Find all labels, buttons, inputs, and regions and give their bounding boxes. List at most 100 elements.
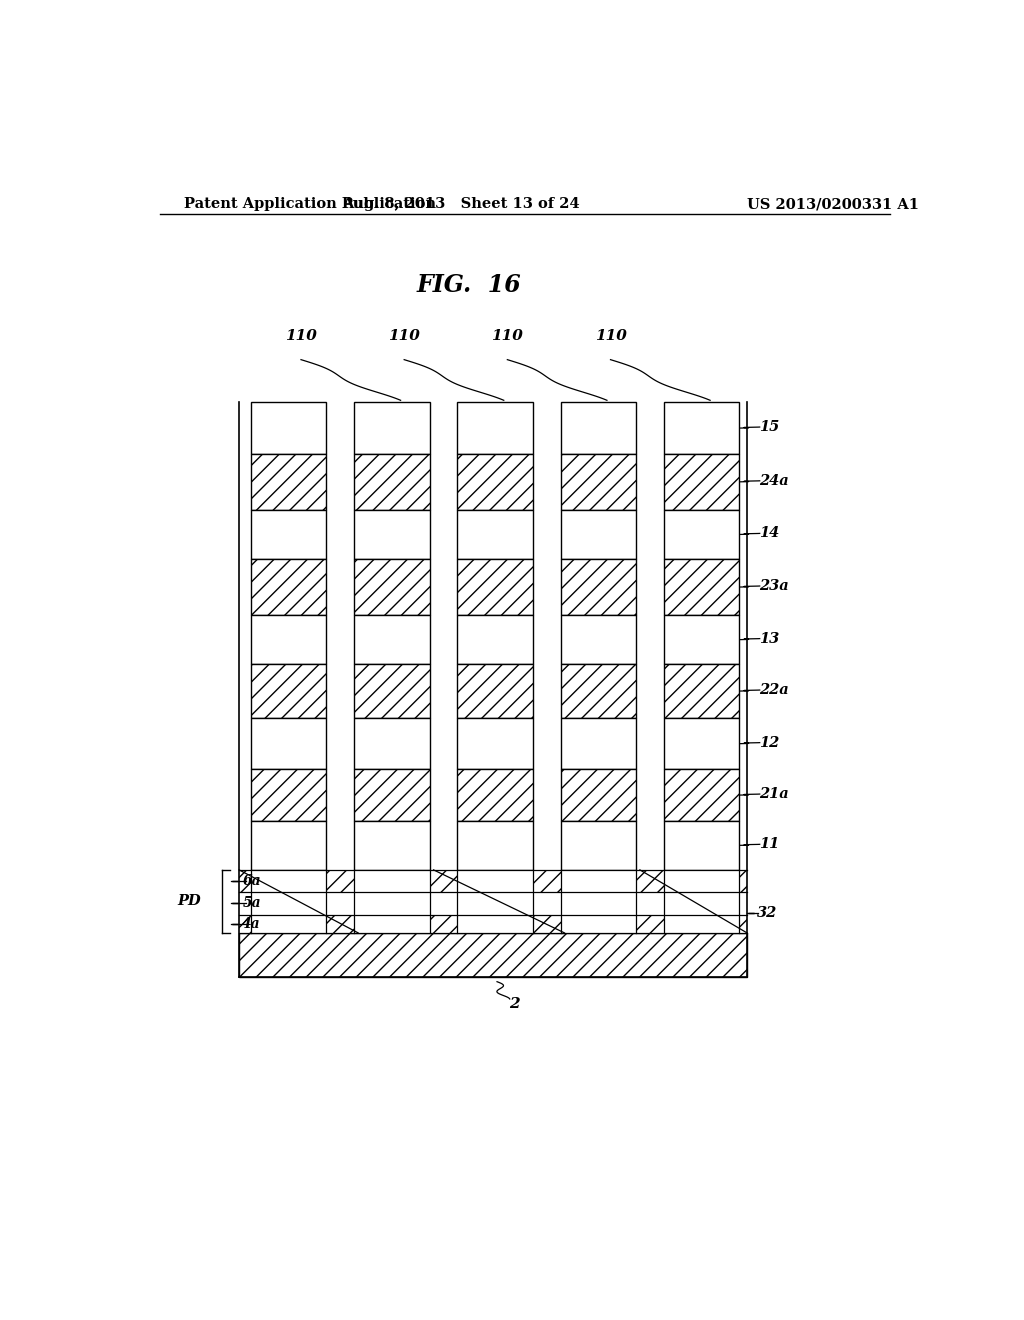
Text: 2: 2	[509, 997, 519, 1011]
Bar	[354, 870, 430, 892]
Bar	[532, 870, 560, 892]
Bar	[354, 558, 430, 615]
Text: US 2013/0200331 A1: US 2013/0200331 A1	[748, 197, 919, 211]
Bar	[430, 915, 458, 933]
Bar	[664, 770, 739, 821]
Bar	[251, 454, 327, 510]
Bar	[354, 770, 430, 821]
Text: 110: 110	[388, 330, 420, 343]
Bar	[560, 403, 636, 454]
Bar	[251, 718, 327, 770]
Bar	[458, 403, 532, 454]
Bar	[251, 892, 327, 915]
Bar	[354, 615, 430, 664]
Bar	[240, 933, 748, 977]
Bar	[560, 892, 636, 915]
Bar	[430, 892, 458, 915]
Text: 22a: 22a	[759, 682, 788, 697]
Bar	[664, 615, 739, 664]
Text: 23a: 23a	[759, 579, 788, 593]
Bar	[251, 770, 327, 821]
Bar	[458, 892, 532, 915]
Bar	[560, 770, 636, 821]
Text: 11: 11	[759, 837, 779, 851]
Bar	[458, 821, 532, 870]
Bar	[354, 718, 430, 770]
Text: Patent Application Publication: Patent Application Publication	[183, 197, 435, 211]
Bar	[560, 718, 636, 770]
Bar	[560, 915, 636, 933]
Bar	[636, 870, 664, 892]
Text: Aug. 8, 2013   Sheet 13 of 24: Aug. 8, 2013 Sheet 13 of 24	[342, 197, 581, 211]
Bar	[560, 821, 636, 870]
Bar	[354, 915, 430, 933]
Text: FIG.  16: FIG. 16	[417, 273, 521, 297]
Bar	[560, 664, 636, 718]
Text: 24a: 24a	[759, 474, 788, 488]
Bar	[251, 615, 327, 664]
Text: PD: PD	[177, 895, 201, 908]
Bar	[664, 454, 739, 510]
Bar	[664, 664, 739, 718]
Text: 21a: 21a	[759, 787, 788, 801]
Bar	[560, 558, 636, 615]
Bar	[240, 892, 251, 915]
Bar	[251, 915, 327, 933]
Text: 5a: 5a	[243, 896, 261, 911]
Bar	[739, 915, 748, 933]
Bar	[664, 403, 739, 454]
Bar	[251, 821, 327, 870]
Bar	[354, 403, 430, 454]
Bar	[251, 870, 327, 892]
Bar	[251, 558, 327, 615]
Bar	[560, 870, 636, 892]
Bar	[354, 821, 430, 870]
Bar	[458, 615, 532, 664]
Bar	[458, 770, 532, 821]
Bar	[664, 915, 739, 933]
Bar	[458, 454, 532, 510]
Text: 12: 12	[759, 735, 779, 750]
Text: 4a: 4a	[243, 917, 261, 931]
Bar	[354, 664, 430, 718]
Bar	[458, 718, 532, 770]
Bar	[354, 510, 430, 558]
Bar	[458, 558, 532, 615]
Text: 110: 110	[285, 330, 317, 343]
Bar	[251, 403, 327, 454]
Bar	[430, 870, 458, 892]
Bar	[240, 870, 251, 892]
Bar	[532, 892, 560, 915]
Bar	[664, 718, 739, 770]
Bar	[354, 454, 430, 510]
Text: 110: 110	[595, 330, 627, 343]
Bar	[664, 892, 739, 915]
Text: 15: 15	[759, 420, 779, 434]
Bar	[327, 870, 354, 892]
Bar	[458, 510, 532, 558]
Bar	[354, 892, 430, 915]
Bar	[739, 870, 748, 892]
Bar	[664, 821, 739, 870]
Bar	[664, 510, 739, 558]
Bar	[636, 915, 664, 933]
Bar	[251, 664, 327, 718]
Text: 32: 32	[758, 906, 777, 920]
Bar	[664, 870, 739, 892]
Bar	[664, 558, 739, 615]
Bar	[251, 510, 327, 558]
Bar	[636, 892, 664, 915]
Bar	[327, 892, 354, 915]
Bar	[240, 915, 251, 933]
Bar	[739, 892, 748, 915]
Bar	[560, 510, 636, 558]
Text: 110: 110	[492, 330, 523, 343]
Bar	[327, 915, 354, 933]
Bar	[458, 870, 532, 892]
Bar	[532, 915, 560, 933]
Bar	[458, 915, 532, 933]
Text: 14: 14	[759, 527, 779, 540]
Text: 6a: 6a	[243, 874, 261, 888]
Text: 13: 13	[759, 631, 779, 645]
Bar	[560, 454, 636, 510]
